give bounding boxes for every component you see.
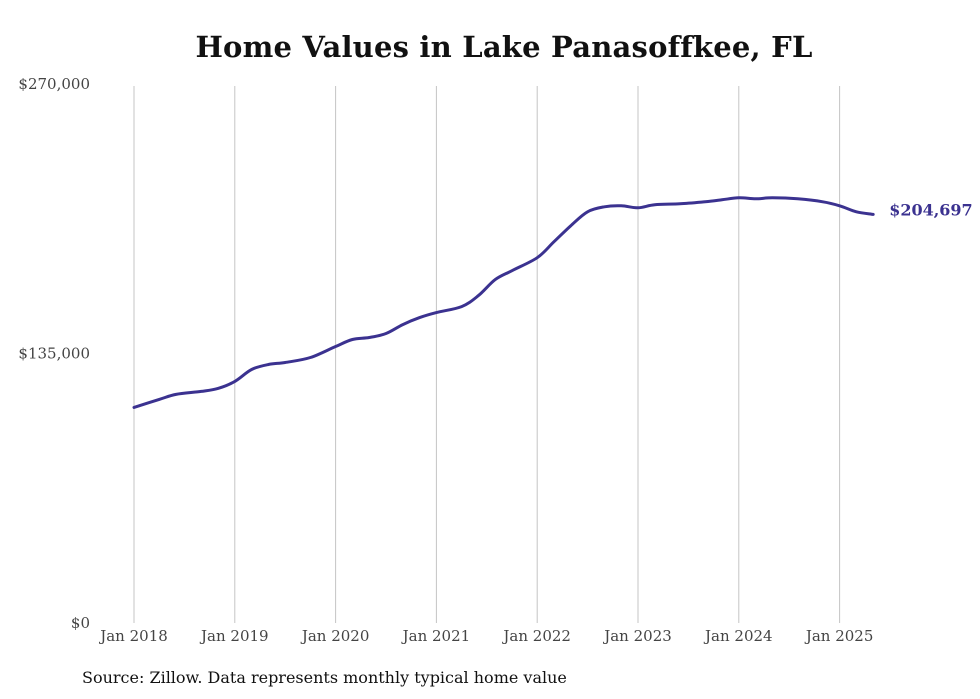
y-tick-label: $0 xyxy=(71,614,90,632)
end-value-label: $204,697 xyxy=(889,200,973,219)
x-axis-ticks: Jan 2018 Jan 2019 Jan 2020 Jan 2021 Jan 2022… xyxy=(98,627,873,645)
x-tick-label: Jan 2021 xyxy=(401,627,471,645)
source-note: Source: Zillow. Data represents monthly … xyxy=(82,668,567,687)
home-value-line xyxy=(132,196,875,409)
x-tick-label: Jan 2022 xyxy=(501,627,571,645)
chart-title: Home Values in Lake Panasoffkee, FL xyxy=(195,30,813,64)
gridlines xyxy=(133,86,841,623)
x-tick-label: Jan 2019 xyxy=(199,627,269,645)
series-layer xyxy=(132,196,875,409)
x-tick-label: Jan 2018 xyxy=(98,627,168,645)
end-value-label-layer: $204,697 xyxy=(889,200,973,219)
y-tick-label: $270,000 xyxy=(18,75,90,93)
y-axis-ticks: $0 $135,000 $270,000 xyxy=(18,75,90,632)
x-tick-label: Jan 2025 xyxy=(804,627,874,645)
y-tick-label: $135,000 xyxy=(18,345,90,363)
x-tick-label: Jan 2023 xyxy=(602,627,672,645)
x-tick-label: Jan 2024 xyxy=(703,627,773,645)
x-tick-label: Jan 2020 xyxy=(300,627,370,645)
